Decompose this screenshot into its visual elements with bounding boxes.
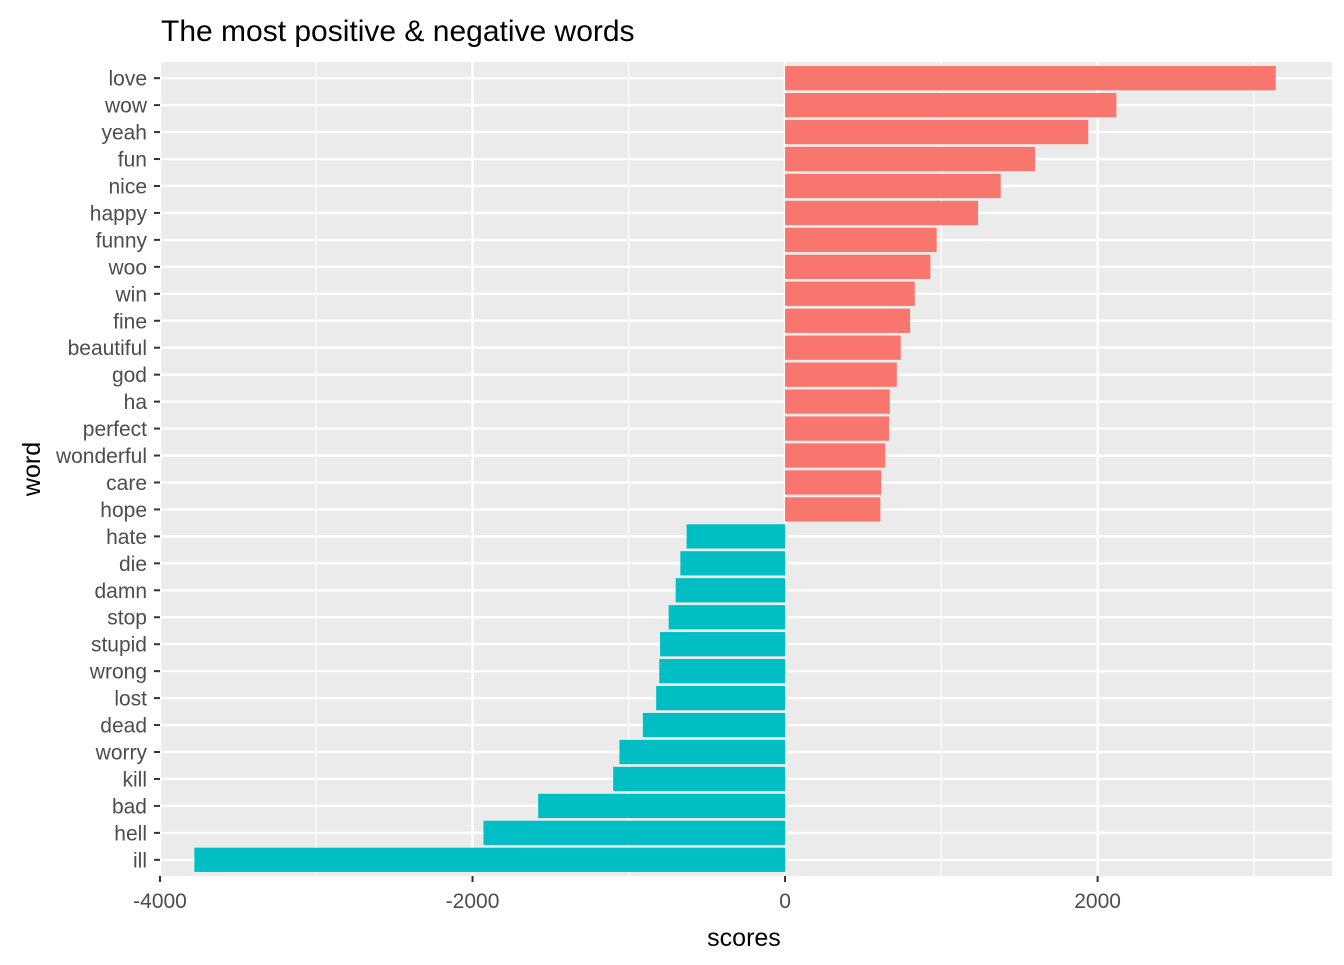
y-tick-label: stupid [91, 634, 147, 657]
y-tick-label: beautiful [68, 337, 147, 360]
y-tick-label: god [112, 364, 147, 387]
bar-wonderful [785, 443, 886, 468]
bar-dead [642, 712, 786, 738]
y-tick-label: yeah [101, 122, 147, 145]
bar-woo [785, 254, 931, 279]
y-tick-label: funny [96, 229, 148, 252]
bar-god [785, 362, 897, 387]
y-tick-label: win [114, 283, 147, 306]
bar-damn [675, 578, 786, 603]
y-tick-label: lost [114, 688, 147, 711]
bar-yeah [785, 119, 1089, 145]
y-tick-label: perfect [83, 418, 147, 441]
x-tick-label: -2000 [446, 890, 500, 913]
y-tick-label: damn [94, 580, 147, 603]
y-tick-label: wow [104, 95, 148, 118]
bar-stupid [660, 632, 786, 657]
y-tick-label: fun [118, 149, 147, 172]
bar-beautiful [785, 335, 901, 360]
chart-title: The most positive & negative words [161, 15, 635, 48]
y-tick-label: wrong [89, 661, 147, 684]
bar-love [785, 66, 1276, 91]
y-tick-label: ha [124, 391, 148, 414]
y-tick-label: hell [114, 822, 147, 845]
bar-ha [785, 389, 890, 414]
y-tick-label: happy [90, 202, 148, 225]
y-axis-ticks: love wow yeah fun nice happy funny woo win fine be… [55, 68, 160, 872]
bar-care [785, 470, 882, 495]
bar-worry [619, 739, 786, 765]
y-tick-label: wonderful [55, 445, 147, 468]
bar-lost [656, 685, 786, 711]
grid-lines [158, 62, 1332, 876]
bar-kill [613, 766, 786, 792]
bar-hope [785, 497, 881, 522]
y-tick-label: bad [112, 795, 147, 818]
y-tick-label: stop [107, 607, 147, 630]
y-tick-label: die [119, 553, 147, 576]
bar-funny [785, 227, 937, 253]
bars [194, 66, 1276, 872]
bar-stop [668, 605, 786, 630]
bar-ill [194, 847, 786, 872]
x-axis-ticks: -4000 -2000 0 2000 [133, 876, 1121, 913]
y-tick-label: fine [113, 310, 147, 333]
bar-fine [785, 308, 911, 333]
x-tick-label: -4000 [133, 890, 187, 913]
y-tick-label: hate [106, 526, 147, 549]
y-tick-label: woo [107, 256, 147, 279]
x-tick-label: 0 [779, 890, 791, 913]
bar-wrong [659, 659, 786, 684]
y-tick-label: care [106, 472, 147, 495]
bar-nice [785, 173, 1001, 199]
bar-bad [538, 793, 786, 819]
y-axis-label: word [18, 442, 46, 497]
bar-fun [785, 146, 1036, 172]
bar-wow [785, 92, 1117, 118]
y-tick-label: hope [100, 499, 147, 522]
bar-perfect [785, 416, 889, 441]
bar-hell [483, 820, 786, 846]
x-axis-label: scores [707, 924, 781, 952]
y-tick-label: ill [133, 849, 147, 872]
bar-die [680, 551, 786, 576]
bar-happy [785, 200, 979, 226]
y-tick-label: nice [108, 175, 147, 198]
bar-win [785, 281, 915, 306]
x-tick-label: 2000 [1074, 890, 1121, 913]
y-tick-label: worry [95, 742, 148, 765]
bar-hate [686, 524, 786, 549]
y-tick-label: dead [100, 715, 147, 738]
y-tick-label: love [108, 68, 147, 91]
y-tick-label: kill [123, 768, 148, 791]
